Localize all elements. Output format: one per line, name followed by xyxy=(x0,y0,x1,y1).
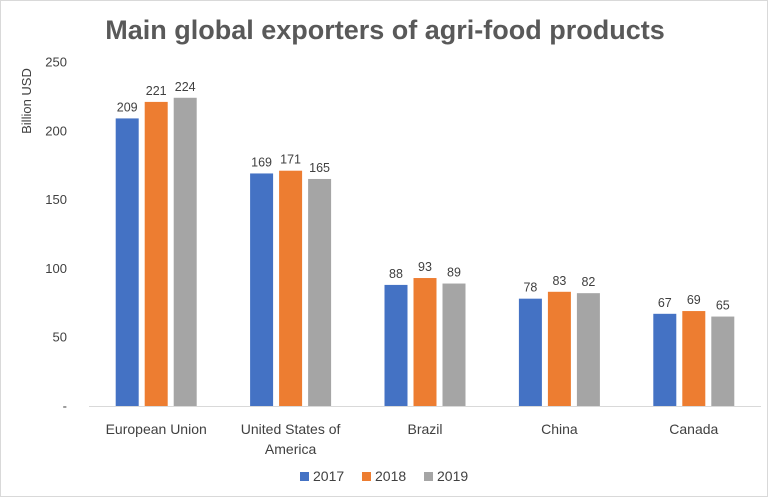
data-label: 165 xyxy=(309,161,330,175)
data-label: 82 xyxy=(581,275,595,289)
legend: 2017 2018 2019 xyxy=(300,468,468,484)
data-label: 221 xyxy=(146,84,167,98)
bar xyxy=(308,178,332,406)
data-label: 93 xyxy=(418,260,432,274)
bar xyxy=(547,291,571,406)
bar xyxy=(442,283,466,406)
y-tick-label: 250 xyxy=(45,55,67,70)
y-tick-label: 200 xyxy=(45,123,67,138)
bar xyxy=(682,311,706,406)
y-tick-label: 150 xyxy=(45,192,67,207)
category-label: China xyxy=(541,421,578,437)
data-label: 89 xyxy=(447,266,461,280)
category-label: Brazil xyxy=(407,421,442,437)
bar xyxy=(653,313,677,406)
legend-label: 2018 xyxy=(375,468,406,484)
chart-title: Main global exporters of agri-food produ… xyxy=(105,15,665,45)
data-label: 88 xyxy=(389,267,403,281)
y-axis-ticks: - 50 100 150 200 250 xyxy=(45,55,67,414)
y-tick-label: 100 xyxy=(45,261,67,276)
legend-swatch xyxy=(362,472,371,481)
y-tick-label: 50 xyxy=(53,330,67,345)
bar xyxy=(115,118,139,406)
bar xyxy=(250,173,274,406)
y-tick-label: - xyxy=(63,399,67,414)
data-label: 65 xyxy=(716,299,730,313)
legend-swatch xyxy=(300,472,309,481)
data-label: 169 xyxy=(251,155,272,169)
bar xyxy=(384,284,408,406)
bar xyxy=(173,97,197,406)
bar xyxy=(576,293,600,406)
x-axis-labels: European Union United States of America Bra… xyxy=(106,421,719,457)
legend-label: 2019 xyxy=(437,468,468,484)
data-label: 224 xyxy=(175,80,196,94)
data-label: 83 xyxy=(552,274,566,288)
data-label: 171 xyxy=(280,153,301,167)
bar xyxy=(279,170,303,406)
bar xyxy=(413,278,437,406)
bar xyxy=(144,101,168,407)
y-axis-label: Billion USD xyxy=(19,68,34,134)
bars xyxy=(115,97,735,407)
data-label: 78 xyxy=(523,281,537,295)
legend-swatch xyxy=(424,472,433,481)
legend-label: 2017 xyxy=(313,468,344,484)
data-labels: 209 221 224 169 171 165 88 93 89 78 83 82 67 69 65 xyxy=(117,80,730,313)
category-label: Canada xyxy=(669,421,718,437)
bar xyxy=(518,298,542,406)
data-label: 67 xyxy=(658,296,672,310)
data-label: 209 xyxy=(117,100,138,114)
category-label: European Union xyxy=(106,421,207,437)
data-label: 69 xyxy=(687,293,701,307)
bar xyxy=(711,316,735,406)
category-label: America xyxy=(265,441,317,457)
category-label: United States of xyxy=(241,421,341,437)
